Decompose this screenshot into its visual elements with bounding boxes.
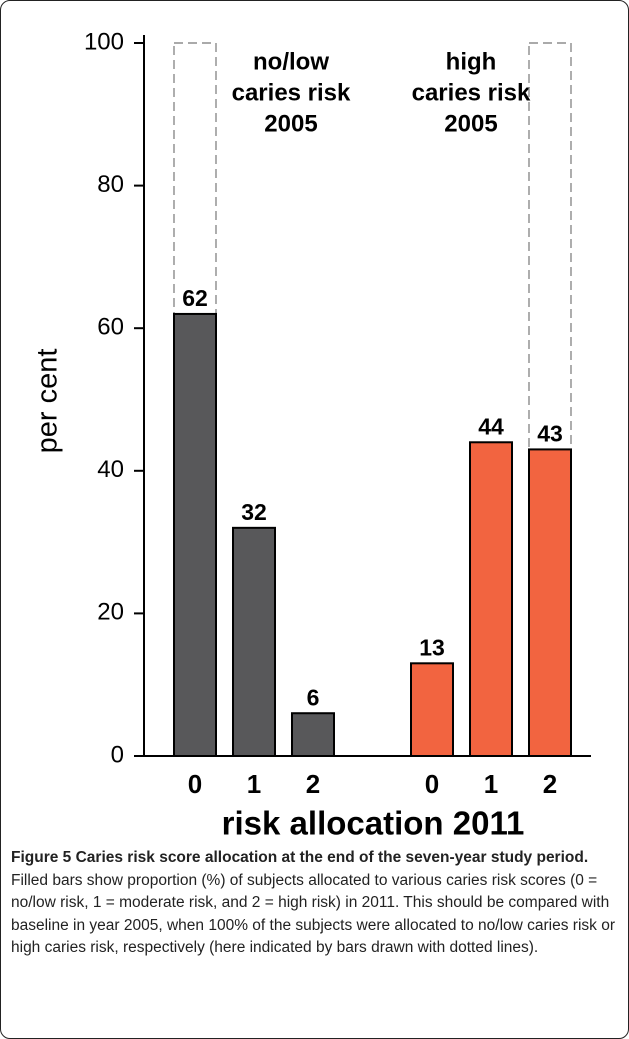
y-tick-label: 60	[97, 314, 124, 341]
caption-text: Filled bars show proportion (%) of subje…	[11, 871, 615, 957]
value-label: 44	[478, 413, 504, 439]
x-axis-label: risk allocation 2011	[222, 805, 525, 841]
chart: per cent risk allocation 2011 0204060801…	[32, 28, 591, 842]
y-axis-label: per cent	[32, 349, 64, 454]
x-tick-label: 2	[306, 769, 320, 799]
value-label: 6	[307, 684, 320, 710]
bar	[232, 526, 276, 758]
bar	[291, 712, 335, 757]
group-label: 2005	[444, 110, 497, 137]
bar	[410, 662, 454, 757]
caption-title: Caries risk score allocation at the end …	[75, 849, 589, 866]
x-tick-label: 1	[484, 769, 498, 799]
y-tick-label: 40	[97, 456, 124, 483]
x-tick-label: 2	[543, 769, 557, 799]
value-label: 62	[182, 285, 208, 311]
bar	[469, 441, 513, 757]
y-tick-label: 100	[84, 28, 124, 55]
x-tick-label: 1	[247, 769, 261, 799]
x-tick-label: 0	[425, 769, 439, 799]
y-tick-label: 80	[97, 171, 124, 198]
group-label: no/low	[253, 48, 329, 75]
y-tick-label: 20	[97, 599, 124, 626]
x-tick-label: 0	[188, 769, 202, 799]
caption: Figure 5 Caries risk score allocation at…	[11, 847, 617, 960]
y-tick-label: 0	[111, 741, 124, 768]
value-label: 32	[241, 499, 267, 525]
group-label: high	[446, 48, 497, 75]
value-label: 43	[537, 420, 563, 446]
group-label: caries risk	[412, 79, 531, 106]
group-label: caries risk	[232, 79, 351, 106]
caption-label: Figure 5	[11, 849, 72, 866]
value-label: 13	[419, 634, 445, 660]
bar	[173, 312, 217, 757]
group-label: 2005	[264, 110, 317, 137]
bar	[528, 448, 572, 757]
